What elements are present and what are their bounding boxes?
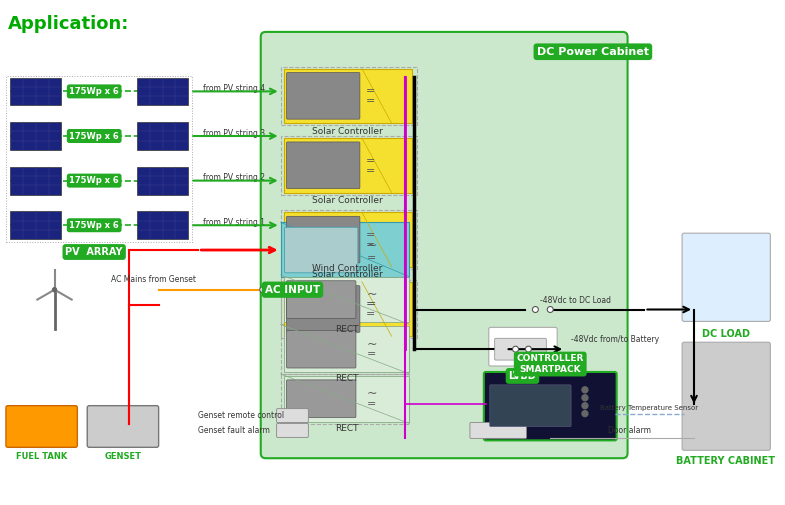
FancyBboxPatch shape [283, 138, 412, 192]
Text: =: = [366, 96, 375, 107]
Text: 175Wp x 6: 175Wp x 6 [69, 221, 119, 230]
FancyBboxPatch shape [284, 227, 358, 273]
Text: Solar Controller: Solar Controller [312, 196, 382, 205]
Circle shape [272, 287, 279, 293]
Text: ~: ~ [367, 288, 377, 301]
FancyBboxPatch shape [287, 216, 360, 263]
Circle shape [260, 287, 265, 293]
FancyBboxPatch shape [287, 142, 360, 188]
Text: from PV string 1: from PV string 1 [203, 218, 265, 227]
Text: RECT: RECT [335, 424, 359, 433]
Text: 175Wp x 6: 175Wp x 6 [69, 87, 119, 96]
Text: Battery Temperature Sensor: Battery Temperature Sensor [601, 405, 699, 411]
FancyBboxPatch shape [490, 385, 571, 427]
FancyBboxPatch shape [137, 122, 188, 150]
Text: -48Vdc from/to Battery: -48Vdc from/to Battery [571, 335, 659, 344]
Text: AC INPUT: AC INPUT [265, 285, 320, 295]
Text: Solar Controller: Solar Controller [312, 270, 382, 279]
Text: Application:: Application: [8, 15, 130, 33]
FancyBboxPatch shape [283, 69, 412, 123]
Text: FUEL TANK: FUEL TANK [16, 452, 68, 461]
Text: =: = [367, 349, 377, 359]
FancyBboxPatch shape [283, 282, 412, 336]
Text: CONTROLLER
SMARTPACK: CONTROLLER SMARTPACK [517, 355, 584, 374]
FancyBboxPatch shape [287, 281, 356, 319]
Text: ~: ~ [367, 238, 377, 251]
Text: 175Wp x 6: 175Wp x 6 [69, 131, 119, 140]
Text: =: = [366, 86, 375, 96]
Circle shape [582, 387, 588, 393]
FancyBboxPatch shape [283, 326, 410, 372]
FancyBboxPatch shape [137, 167, 188, 194]
FancyBboxPatch shape [682, 342, 770, 450]
Text: LVBD: LVBD [509, 371, 536, 381]
Text: -48Vdc to DC Load: -48Vdc to DC Load [539, 295, 611, 305]
FancyBboxPatch shape [6, 406, 78, 447]
FancyBboxPatch shape [10, 77, 61, 105]
FancyBboxPatch shape [484, 372, 617, 440]
Text: BATTERY CABINET: BATTERY CABINET [676, 456, 776, 466]
Text: DC Power Cabinet: DC Power Cabinet [537, 47, 649, 57]
Text: Wind Controller: Wind Controller [312, 264, 382, 273]
Text: Genset fault alarm: Genset fault alarm [199, 426, 270, 435]
Circle shape [532, 307, 539, 313]
FancyBboxPatch shape [495, 338, 546, 360]
Text: =: = [366, 166, 375, 176]
Text: =: = [366, 299, 375, 310]
FancyBboxPatch shape [10, 212, 61, 239]
Circle shape [547, 307, 553, 313]
FancyBboxPatch shape [87, 406, 159, 447]
FancyBboxPatch shape [137, 77, 188, 105]
FancyBboxPatch shape [10, 122, 61, 150]
Text: 175Wp x 6: 175Wp x 6 [69, 176, 119, 185]
FancyBboxPatch shape [283, 212, 412, 267]
Text: ~: ~ [367, 338, 377, 350]
FancyBboxPatch shape [682, 233, 770, 321]
Text: Genset remote control: Genset remote control [199, 411, 284, 420]
FancyBboxPatch shape [280, 222, 410, 277]
Text: GENSET: GENSET [104, 452, 141, 461]
FancyBboxPatch shape [283, 277, 410, 322]
Circle shape [582, 411, 588, 417]
Text: =: = [367, 398, 377, 409]
Text: =: = [367, 299, 377, 310]
Text: Solar Controller: Solar Controller [312, 127, 382, 135]
Text: DC LOAD: DC LOAD [702, 329, 750, 339]
FancyBboxPatch shape [470, 423, 527, 438]
Text: =: = [367, 253, 377, 263]
Text: AC Mains from Genset: AC Mains from Genset [111, 275, 196, 284]
Circle shape [582, 395, 588, 401]
FancyBboxPatch shape [489, 327, 557, 366]
FancyBboxPatch shape [287, 286, 360, 332]
FancyBboxPatch shape [287, 73, 360, 119]
Circle shape [525, 346, 531, 352]
Text: Door alarm: Door alarm [608, 426, 651, 435]
FancyBboxPatch shape [283, 376, 410, 422]
Text: =: = [366, 310, 375, 320]
Text: =: = [366, 240, 375, 250]
Text: from PV string 3: from PV string 3 [203, 129, 265, 137]
Text: RECT: RECT [335, 374, 359, 383]
FancyBboxPatch shape [276, 409, 309, 423]
FancyBboxPatch shape [10, 167, 61, 194]
Text: from PV string 2: from PV string 2 [203, 173, 265, 182]
Circle shape [53, 288, 57, 292]
Text: =: = [366, 230, 375, 240]
Text: PV  ARRAY: PV ARRAY [65, 247, 123, 257]
Text: RECT: RECT [335, 325, 359, 334]
Text: ~: ~ [367, 387, 377, 400]
FancyBboxPatch shape [276, 424, 309, 437]
Circle shape [513, 346, 519, 352]
Circle shape [582, 402, 588, 409]
FancyBboxPatch shape [287, 380, 356, 418]
Text: =: = [366, 156, 375, 166]
FancyBboxPatch shape [137, 212, 188, 239]
Text: from PV string 4: from PV string 4 [203, 84, 265, 93]
FancyBboxPatch shape [287, 330, 356, 368]
FancyBboxPatch shape [261, 32, 627, 458]
